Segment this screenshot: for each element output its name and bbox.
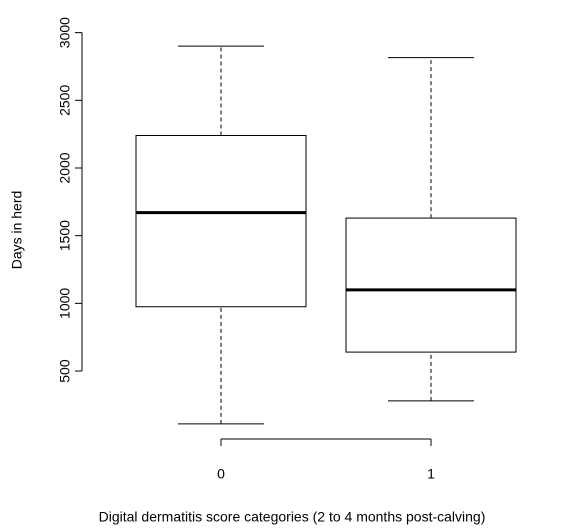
y-tick-label: 500: [57, 359, 73, 383]
x-tick-label: 1: [427, 466, 435, 482]
box: [345, 217, 517, 353]
y-axis-title: Days in herd: [9, 191, 25, 270]
y-tick-label: 2500: [57, 85, 73, 116]
y-tick-label: 1000: [57, 288, 73, 319]
x-axis-title: Digital dermatitis score categories (2 t…: [99, 509, 486, 525]
box: [135, 135, 307, 308]
y-tick-label: 1500: [57, 220, 73, 251]
y-tick-label: 3000: [57, 17, 73, 48]
y-tick-label: 2000: [57, 152, 73, 183]
x-tick-label: 0: [217, 466, 225, 482]
